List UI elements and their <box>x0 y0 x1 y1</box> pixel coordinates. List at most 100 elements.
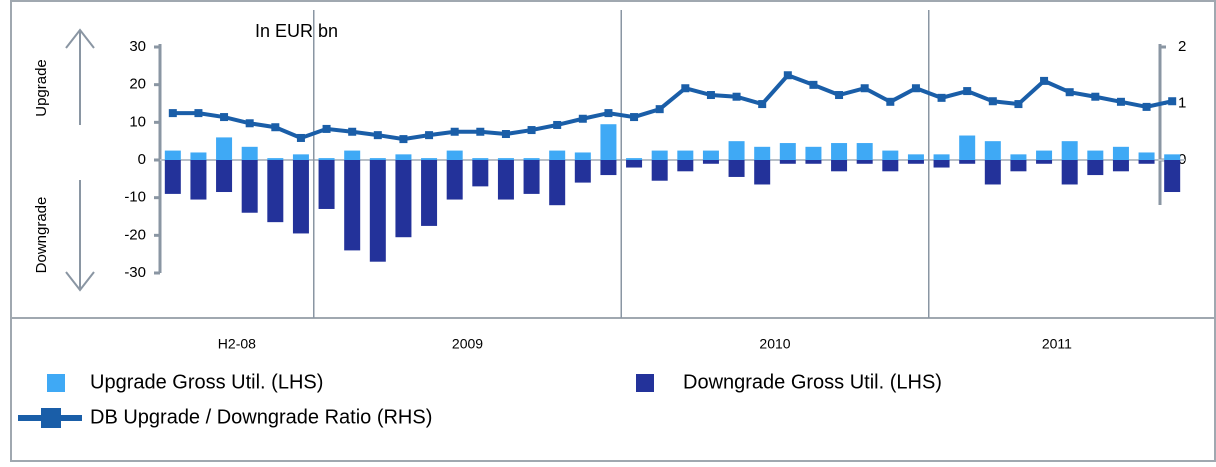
line-marker <box>245 119 254 128</box>
bar <box>1138 152 1155 160</box>
line-marker <box>1168 97 1177 106</box>
bar <box>907 160 924 164</box>
bar <box>369 158 386 160</box>
bar <box>702 160 719 164</box>
y-tick-label: -20 <box>124 226 146 243</box>
group-label: 2009 <box>452 336 483 352</box>
line-marker <box>553 120 562 129</box>
bar <box>702 150 719 160</box>
line-marker <box>963 87 972 96</box>
line-marker <box>373 131 382 140</box>
bar <box>523 160 540 194</box>
bar <box>216 160 233 193</box>
line-marker <box>758 100 767 109</box>
line-marker <box>1116 97 1125 106</box>
downgrade-label: Downgrade <box>33 197 50 274</box>
line-marker <box>630 113 639 122</box>
bar <box>984 141 1001 160</box>
line-marker <box>681 84 690 93</box>
bar <box>856 143 873 160</box>
bar <box>267 160 284 223</box>
bar <box>779 160 796 164</box>
line-marker <box>886 97 895 106</box>
line-marker <box>988 97 997 106</box>
bar <box>1087 160 1104 176</box>
bar <box>805 160 822 164</box>
bar <box>574 160 591 183</box>
bar <box>1138 160 1155 164</box>
bar <box>600 160 617 176</box>
bar <box>831 143 848 160</box>
bar <box>1112 160 1129 172</box>
bar <box>805 146 822 160</box>
bar <box>1164 154 1181 160</box>
bar <box>651 160 668 181</box>
bar <box>1010 160 1027 172</box>
bar <box>369 160 386 262</box>
line-marker <box>655 105 664 114</box>
line-marker <box>809 80 818 89</box>
bar <box>1087 150 1104 160</box>
bar <box>882 160 899 172</box>
y-tick-label: -10 <box>124 189 146 206</box>
bar <box>984 160 1001 185</box>
bar <box>959 160 976 164</box>
line-marker <box>399 135 408 144</box>
bar <box>472 158 489 160</box>
line-marker <box>450 127 459 136</box>
frame <box>10 0 1216 462</box>
line-marker <box>348 127 357 136</box>
line-marker <box>1065 88 1074 97</box>
group-label: 2011 <box>1042 336 1072 352</box>
bar <box>1112 146 1129 160</box>
bar <box>395 154 412 160</box>
y-tick-label: 0 <box>138 151 146 168</box>
line-marker <box>783 71 792 80</box>
bar <box>190 152 207 160</box>
bar <box>831 160 848 172</box>
bar <box>779 143 796 160</box>
line-marker <box>168 109 177 118</box>
line-marker <box>860 84 869 93</box>
y-tick-label: 10 <box>129 113 146 130</box>
bar <box>728 141 745 160</box>
y-tick-label: 30 <box>129 38 146 55</box>
bar <box>677 160 694 172</box>
bar <box>421 160 438 226</box>
line-marker <box>271 123 280 132</box>
line-marker <box>1091 92 1100 101</box>
line-marker <box>1040 76 1049 85</box>
bar <box>933 160 950 168</box>
bar <box>497 160 514 200</box>
line-marker <box>527 126 536 135</box>
bar <box>754 160 771 185</box>
bar <box>1036 150 1053 160</box>
bar <box>574 152 591 160</box>
group-label: H2-08 <box>218 336 256 352</box>
bar <box>292 160 309 234</box>
bar <box>1036 160 1053 164</box>
y-tick-label: 20 <box>129 76 146 93</box>
bar <box>318 158 335 160</box>
bar <box>959 135 976 160</box>
line-marker <box>296 133 305 142</box>
bar <box>626 160 643 168</box>
bar <box>754 146 771 160</box>
line-marker <box>604 109 613 118</box>
legend-label: Downgrade Gross Util. (LHS) <box>683 371 942 393</box>
bar <box>549 160 566 206</box>
bar <box>1061 160 1078 185</box>
down-arrow <box>65 180 95 292</box>
chart-title: In EUR bn <box>255 21 338 41</box>
bar <box>446 160 463 200</box>
bar <box>549 150 566 160</box>
line-marker <box>476 127 485 136</box>
bar <box>497 158 514 160</box>
legend-label: Upgrade Gross Util. (LHS) <box>90 371 323 393</box>
bar <box>190 160 207 200</box>
bar <box>856 160 873 164</box>
line-marker <box>911 84 920 93</box>
line-marker <box>1142 102 1151 111</box>
legend-swatch <box>41 408 61 428</box>
bar <box>241 160 258 213</box>
